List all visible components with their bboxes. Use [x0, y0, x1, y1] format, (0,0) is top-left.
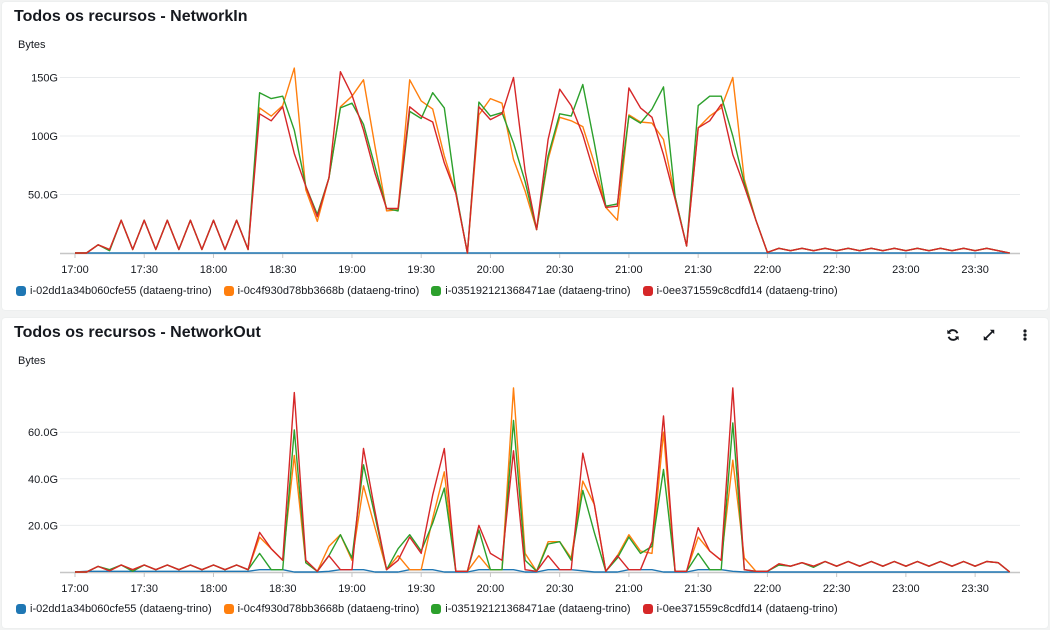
series-line-3[interactable] [75, 387, 1011, 573]
widget-actions [944, 326, 1034, 344]
widget-title: Todos os recursos - NetworkOut [14, 324, 261, 341]
network-out-widget: Todos os recursos - NetworkOut Bytes 20.… [2, 318, 1048, 628]
legend-item[interactable]: i-0ee371559c8cdfd14 (dataeng-trino) [642, 603, 838, 615]
y-tick-label: 50.0G [28, 190, 58, 202]
legend-item[interactable]: i-0c4f930d78bb3668b (dataeng-trino) [223, 285, 420, 297]
x-tick-label: 21:30 [684, 583, 712, 595]
y-tick-label: 100G [31, 131, 58, 143]
y-tick-label: 40.0G [28, 474, 58, 486]
legend: i-02dd1a34b060cfe55 (dataeng-trino) i-0c… [16, 285, 838, 297]
x-tick-label: 19:00 [338, 583, 366, 595]
x-tick-label: 21:00 [615, 583, 643, 595]
network-out-chart[interactable]: 20.0G 40.0G 60.0G 17:00 17:30 18:00 18:30 19:00… [2, 318, 1048, 598]
expand-icon[interactable] [980, 326, 998, 344]
legend-label: i-035192121368471ae (dataeng-trino) [445, 603, 631, 615]
series-line-1[interactable] [75, 387, 1011, 573]
x-tick-label: 17:00 [61, 583, 89, 595]
legend-label: i-0ee371559c8cdfd14 (dataeng-trino) [656, 285, 838, 297]
x-tick-label: 17:00 [61, 264, 89, 276]
x-tick-label: 20:30 [546, 583, 574, 595]
x-tick-label: 18:00 [200, 583, 228, 595]
legend-item[interactable]: i-0ee371559c8cdfd14 (dataeng-trino) [642, 285, 838, 297]
x-tick-label: 18:00 [200, 264, 228, 276]
legend-item[interactable]: i-02dd1a34b060cfe55 (dataeng-trino) [16, 285, 212, 297]
legend-swatch [431, 286, 442, 296]
legend-swatch [642, 286, 653, 296]
y-axis-unit: Bytes [18, 39, 46, 51]
x-tick-label: 19:00 [338, 264, 366, 276]
x-tick-label: 23:30 [961, 264, 989, 276]
x-tick-label: 18:30 [269, 583, 297, 595]
legend-label: i-0c4f930d78bb3668b (dataeng-trino) [237, 285, 420, 297]
legend-swatch [223, 286, 234, 296]
x-tick-label: 22:30 [823, 583, 851, 595]
more-options-icon[interactable] [1016, 326, 1034, 344]
x-tick-label: 21:00 [615, 264, 643, 276]
x-tick-label: 23:30 [961, 583, 989, 595]
x-tick-label: 19:30 [407, 583, 435, 595]
x-tick-label: 20:00 [477, 264, 505, 276]
series-line-2[interactable] [75, 83, 1010, 254]
x-tick-label: 20:30 [546, 264, 574, 276]
legend-item[interactable]: i-035192121368471ae (dataeng-trino) [431, 285, 631, 297]
y-tick-label: 20.0G [28, 520, 58, 532]
x-tick-label: 17:30 [130, 583, 158, 595]
y-axis-unit: Bytes [18, 355, 46, 367]
legend-swatch [16, 604, 26, 614]
refresh-icon[interactable] [944, 326, 962, 344]
widget-title: Todos os recursos - NetworkIn [14, 8, 248, 25]
x-tick-label: 21:30 [684, 264, 712, 276]
x-tick-label: 22:30 [823, 264, 851, 276]
legend-label: i-0c4f930d78bb3668b (dataeng-trino) [237, 603, 420, 615]
legend-swatch [16, 286, 26, 296]
x-tick-label: 18:30 [269, 264, 297, 276]
x-tick-label: 23:00 [892, 583, 920, 595]
x-tick-label: 22:00 [754, 583, 782, 595]
series-line-3[interactable] [75, 71, 1010, 254]
legend-label: i-02dd1a34b060cfe55 (dataeng-trino) [30, 285, 212, 297]
x-tick-label: 23:00 [892, 264, 920, 276]
legend: i-02dd1a34b060cfe55 (dataeng-trino) i-0c… [16, 603, 838, 615]
legend-item[interactable]: i-035192121368471ae (dataeng-trino) [431, 603, 631, 615]
y-tick-label: 60.0G [28, 427, 58, 439]
legend-label: i-0ee371559c8cdfd14 (dataeng-trino) [656, 603, 838, 615]
x-tick-label: 19:30 [407, 264, 435, 276]
legend-swatch [431, 604, 442, 614]
legend-swatch [223, 604, 234, 614]
legend-item[interactable]: i-0c4f930d78bb3668b (dataeng-trino) [223, 603, 420, 615]
legend-label: i-02dd1a34b060cfe55 (dataeng-trino) [30, 603, 212, 615]
y-tick-label: 150G [31, 73, 58, 85]
x-tick-label: 22:00 [754, 264, 782, 276]
legend-swatch [642, 604, 653, 614]
x-tick-label: 17:30 [130, 264, 158, 276]
network-in-widget: Todos os recursos - NetworkIn Bytes 50.0… [2, 2, 1048, 310]
series-line-0[interactable] [74, 569, 1010, 573]
series-line-2[interactable] [75, 419, 1011, 573]
x-tick-label: 20:00 [477, 583, 505, 595]
legend-item[interactable]: i-02dd1a34b060cfe55 (dataeng-trino) [16, 603, 212, 615]
network-in-chart[interactable]: 50.0G 100G 150G 17:00 17:30 18:00 18:30 19:00 19… [2, 2, 1048, 282]
legend-label: i-035192121368471ae (dataeng-trino) [445, 285, 631, 297]
